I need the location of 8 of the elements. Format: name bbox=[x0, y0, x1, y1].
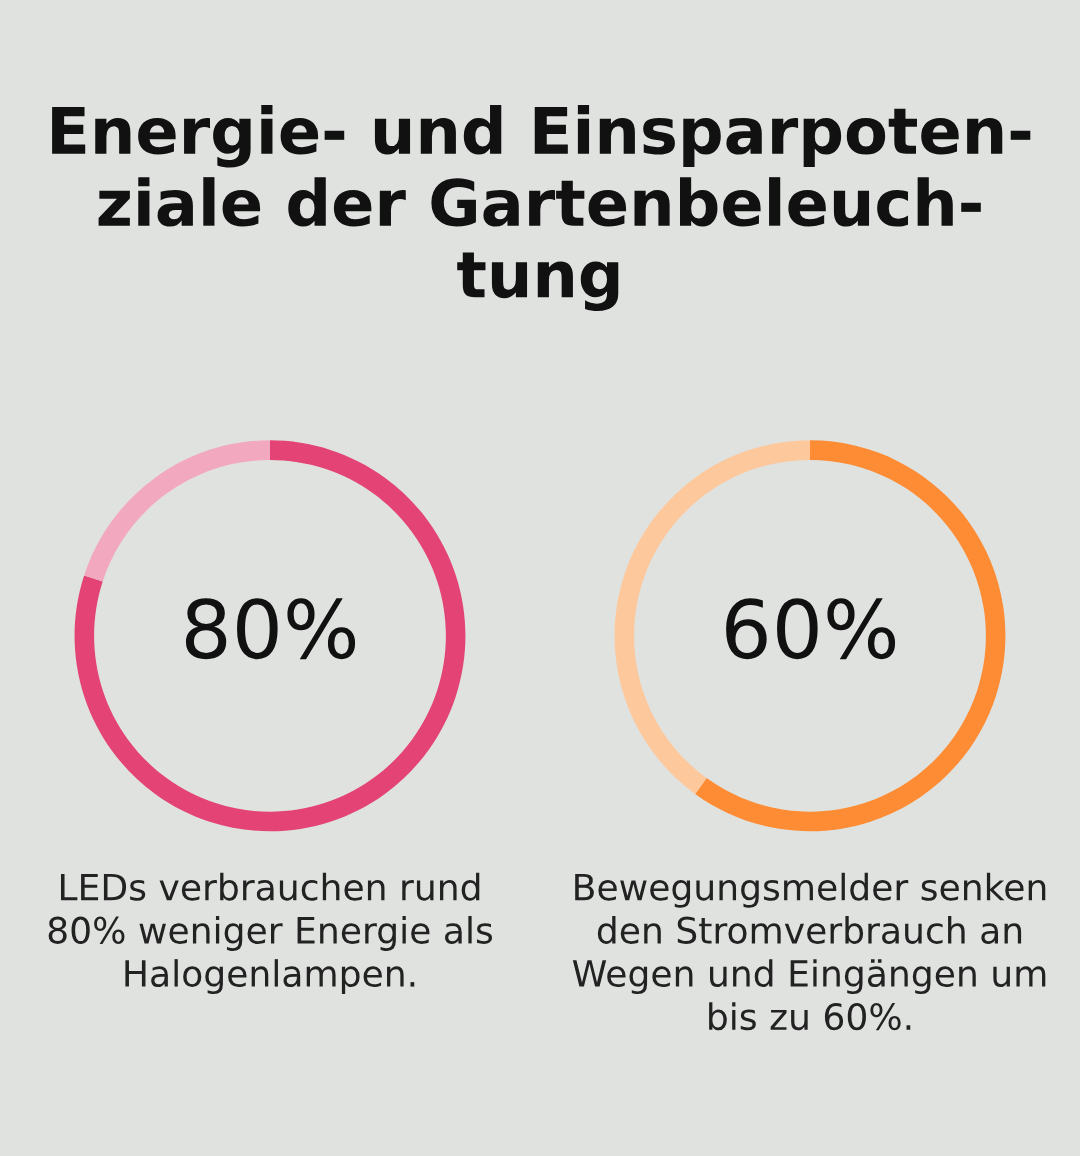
data-label: 80% bbox=[185, 598, 356, 660]
chart-title: Energie- und Einsparpoten- ziale der Gartenbeleuch- tung bbox=[52, 105, 1031, 312]
donut-slice bbox=[84, 440, 270, 582]
text: LEDs verbrauchen rund 80% weniger Energie als Halogenlampen. bbox=[48, 872, 493, 995]
donut-slice bbox=[74, 440, 466, 832]
text: Bewegungsmelder senken den Stromverbrauch an Wegen und Eingängen um bis zu 60%. bbox=[572, 872, 1046, 1031]
data-label: 60% bbox=[726, 598, 896, 660]
donut-slice bbox=[695, 440, 1006, 832]
